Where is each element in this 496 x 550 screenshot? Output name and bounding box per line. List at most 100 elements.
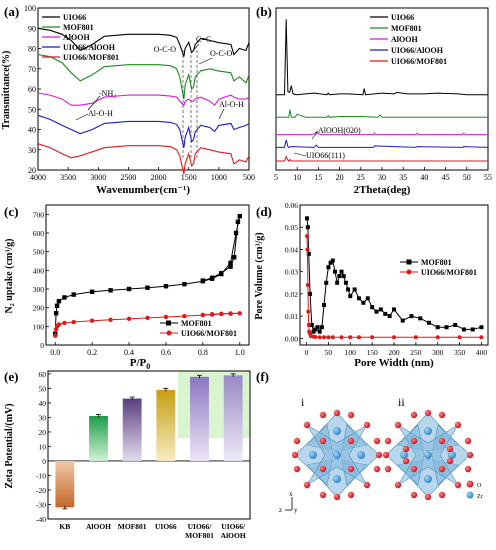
annotation-aloh-right: Al-O-H <box>219 100 244 109</box>
data-point-mof801 <box>343 280 348 285</box>
legend-label-alooh: AlOOH <box>63 33 90 42</box>
y-tick-label: -30 <box>36 500 46 509</box>
x-tick-label: 5 <box>274 173 278 182</box>
data-point-uio66-mof801 <box>71 319 76 325</box>
panel-e-ylabel: Zeta Potential/(mV) <box>4 403 15 488</box>
o-atom <box>410 437 418 445</box>
panel-a-letter: (a) <box>4 4 19 19</box>
data-point-uio66-mof801 <box>108 317 113 322</box>
o-atom <box>347 411 355 419</box>
annotation-cc-arrow <box>191 43 200 53</box>
panel-e-plot <box>48 373 250 510</box>
data-point-uio66-mof801 <box>413 335 418 340</box>
data-point-mof801 <box>418 316 423 321</box>
panel-b-plot <box>276 19 489 162</box>
panel-b-xlabel: 2Theta(deg) <box>354 184 411 196</box>
y-tick-label: -20 <box>36 486 46 495</box>
y-tick-label: 600 <box>33 229 45 238</box>
annotation-aloh-left-arrow <box>75 113 89 121</box>
data-point-uio66-mof801 <box>62 320 67 326</box>
data-point-mof801 <box>461 327 466 332</box>
data-point-mof801 <box>313 327 318 332</box>
bar-uio66 <box>156 389 176 461</box>
category-label: UIO66/MOF801 <box>185 522 214 540</box>
y-tick-label: 80 <box>28 45 36 54</box>
data-point-mof801 <box>54 303 60 308</box>
data-point-uio66-mof801 <box>56 322 62 327</box>
data-point-uio66-mof801 <box>357 335 362 340</box>
data-point-mof801 <box>108 288 113 293</box>
data-point-uio66-mof801 <box>145 315 150 321</box>
o-atom <box>384 465 392 473</box>
x-tick-label: 3000 <box>90 173 106 182</box>
o-atom <box>347 437 355 445</box>
panel-d: 0 50 100 150 200 250 300 350 400 0.000.010.020.0… <box>254 201 489 369</box>
data-point-uio66-mof801 <box>305 247 310 252</box>
y-tick-label: 20 <box>28 166 36 175</box>
data-point-mof801 <box>339 269 344 274</box>
data-point-mof801 <box>53 311 59 316</box>
legend-label-uio66-alooh: UIO66/AlOOH <box>63 43 116 52</box>
y-tick-label: 50 <box>28 105 36 114</box>
data-point-mof801 <box>392 307 396 312</box>
y-tick-label: 50 <box>39 384 47 393</box>
data-point-mof801 <box>235 219 241 224</box>
data-point-uio66-mof801 <box>435 335 440 340</box>
y-tick-label: 60 <box>39 370 47 379</box>
x-tick-label: 0.0 <box>50 348 60 357</box>
data-point-uio66-mof801 <box>237 311 242 316</box>
y-tick-label: 400 <box>33 266 45 275</box>
data-point-mof801 <box>232 255 237 260</box>
panel-a-x-ticks: 4000 3500 3000 2500 2000 1500 1000 500 <box>30 167 255 182</box>
x-tick-label: 200 <box>388 348 400 357</box>
data-point-mof801 <box>374 309 379 314</box>
panel-b-letter: (b) <box>256 4 272 19</box>
o-atom <box>373 437 381 445</box>
legend-zr-label: Zr <box>477 494 483 500</box>
y-tick-label: 0.06 <box>285 201 298 210</box>
series-line-uio66-alooh <box>37 114 250 148</box>
panel-c-x-ticks: 0.0 0.2 0.4 0.6 0.8 1.0 <box>50 342 245 357</box>
x-tick-label: 0 <box>305 348 309 357</box>
data-point-mof801 <box>126 286 132 292</box>
data-point-uio66-mof801 <box>200 312 206 318</box>
o-atom <box>347 465 355 473</box>
annotation-alooh-020: AlOOH(020) <box>318 126 361 135</box>
panel-a-legend: UIO66 MOF801 AlOOH UIO66/AlOOH UIO66/MOF… <box>42 13 119 62</box>
y-tick-label: 40 <box>28 126 36 135</box>
x-tick-label: 2500 <box>120 173 136 182</box>
data-point-uio66-mof801 <box>126 316 132 322</box>
panel-c-ylabel: N₂ uptake (cm³/g) <box>4 239 15 314</box>
o-atom <box>373 465 381 473</box>
legend-marker-mof801 <box>406 259 412 265</box>
category-label-line: KB <box>59 522 70 531</box>
o-atom <box>394 421 402 429</box>
panel-c: 0.0 0.2 0.4 0.6 0.8 1.0 0 100 200 300 400 500 600 70… <box>4 204 250 371</box>
o-atom <box>454 481 462 489</box>
x-tick-label: 500 <box>243 173 255 182</box>
data-point-mof801 <box>337 274 342 279</box>
panel-c-letter: (c) <box>4 204 18 219</box>
o-atom <box>402 445 410 453</box>
o-atom <box>466 451 474 459</box>
x-tick-label: 0.6 <box>161 348 171 357</box>
x-tick-label: 40 <box>420 173 428 182</box>
series-line-alooh <box>37 92 250 107</box>
x-tick-label: 55 <box>484 173 492 182</box>
legend-label-uio66: UIO66 <box>391 13 414 22</box>
o-atom <box>293 465 301 473</box>
data-point-uio66-mof801 <box>219 311 224 317</box>
panel-c-y-ticks: 0 100 200 300 400 500 600 700 <box>33 210 49 350</box>
x-tick-label: 250 <box>410 348 422 357</box>
data-point-uio66-mof801 <box>182 313 187 319</box>
o-atom <box>438 411 446 419</box>
data-point-mof801 <box>361 300 366 305</box>
o-atom <box>402 457 410 465</box>
annotation-uio66-111-arrow <box>293 152 307 157</box>
structure-label-i: i <box>301 395 305 409</box>
x-tick-label: 1500 <box>181 173 197 182</box>
zr-atom <box>333 475 341 483</box>
data-point-mof801 <box>56 298 62 304</box>
legend-o-marker <box>466 480 474 488</box>
x-tick-label: 2000 <box>151 173 167 182</box>
